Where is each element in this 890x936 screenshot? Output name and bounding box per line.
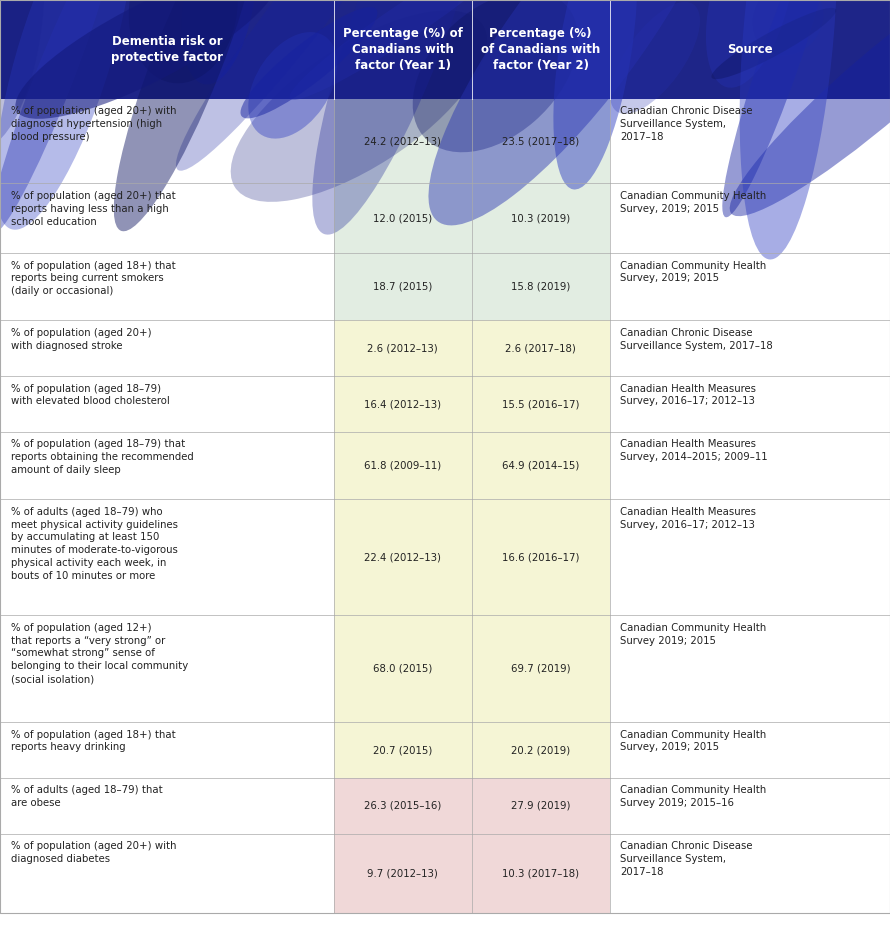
Text: Canadian Community Health
Survey, 2019; 2015: Canadian Community Health Survey, 2019; … [620,730,766,753]
Bar [0,834,334,913]
Text: 16.6 (2016–17): 16.6 (2016–17) [502,552,579,563]
Bar [610,778,890,834]
Text: Canadian Chronic Disease
Surveillance System,
2017–18: Canadian Chronic Disease Surveillance Sy… [620,841,753,877]
Text: % of population (aged 20+) with
diagnosed diabetes: % of population (aged 20+) with diagnose… [11,841,176,864]
Ellipse shape [114,0,262,231]
Ellipse shape [0,0,44,150]
Bar [0,499,334,615]
Bar [610,98,890,183]
Text: % of population (aged 20+) with
diagnosed hypertension (high
blood pressure): % of population (aged 20+) with diagnose… [11,106,176,141]
Bar [610,499,890,615]
Text: Canadian Community Health
Survey 2019; 2015: Canadian Community Health Survey 2019; 2… [620,622,766,646]
Bar [472,834,610,913]
Bar [0,778,334,834]
Text: Canadian Chronic Disease
Surveillance System, 2017–18: Canadian Chronic Disease Surveillance Sy… [620,328,773,351]
Ellipse shape [723,0,837,217]
Ellipse shape [428,0,725,226]
Text: 10.3 (2017–18): 10.3 (2017–18) [502,868,579,878]
Text: % of adults (aged 18–79) who
meet physical activity guidelines
by accumulating a: % of adults (aged 18–79) who meet physic… [11,506,178,580]
Text: Source: Source [727,43,773,56]
Ellipse shape [740,0,837,259]
Ellipse shape [240,7,377,118]
Text: 61.8 (2009–11): 61.8 (2009–11) [364,461,441,471]
Text: % of population (aged 18–79) that
reports obtaining the recommended
amount of da: % of population (aged 18–79) that report… [11,439,193,475]
Ellipse shape [231,10,487,202]
Bar [472,320,610,376]
Bar [334,778,472,834]
Bar [334,376,472,431]
Text: 2.6 (2017–18): 2.6 (2017–18) [506,344,576,353]
Text: 2.6 (2012–13): 2.6 (2012–13) [368,344,438,353]
Bar [0,723,334,778]
Bar [472,431,610,499]
Bar [472,183,610,253]
Ellipse shape [753,0,823,55]
Bar [610,183,890,253]
Bar [334,431,472,499]
Text: Canadian Health Measures
Survey, 2016–17; 2012–13: Canadian Health Measures Survey, 2016–17… [620,506,756,530]
Text: Percentage (%)
of Canadians with
factor (Year 2): Percentage (%) of Canadians with factor … [481,27,600,72]
Text: 20.2 (2019): 20.2 (2019) [511,745,570,755]
Bar [334,183,472,253]
Text: 16.4 (2012–13): 16.4 (2012–13) [364,399,441,409]
Ellipse shape [706,0,795,88]
Bar [472,499,610,615]
Text: 69.7 (2019): 69.7 (2019) [511,664,570,674]
Text: Canadian Health Measures
Survey, 2014–2015; 2009–11: Canadian Health Measures Survey, 2014–20… [620,439,768,462]
Bar [610,431,890,499]
Ellipse shape [413,0,578,153]
Text: 68.0 (2015): 68.0 (2015) [373,664,433,674]
Bar [472,98,610,183]
Ellipse shape [129,0,238,83]
Bar [0,253,334,320]
Text: Dementia risk or
protective factor: Dementia risk or protective factor [111,35,222,64]
Bar [0,615,334,723]
Text: 15.5 (2016–17): 15.5 (2016–17) [502,399,579,409]
Text: % of population (aged 18–79)
with elevated blood cholesterol: % of population (aged 18–79) with elevat… [11,384,169,406]
Bar [610,723,890,778]
Bar [334,98,472,183]
Bar [0,376,334,431]
Bar [0,0,890,98]
Text: 15.8 (2019): 15.8 (2019) [511,282,570,292]
Ellipse shape [711,7,836,80]
Text: 20.7 (2015): 20.7 (2015) [373,745,433,755]
Text: Canadian Health Measures
Survey, 2016–17; 2012–13: Canadian Health Measures Survey, 2016–17… [620,384,756,406]
Bar [610,253,890,320]
Text: % of population (aged 18+) that
reports being current smokers
(daily or occasion: % of population (aged 18+) that reports … [11,260,175,296]
Bar [334,320,472,376]
Text: Canadian Chronic Disease
Surveillance System,
2017–18: Canadian Chronic Disease Surveillance Sy… [620,106,753,141]
Bar [0,183,334,253]
Bar [472,723,610,778]
Text: 64.9 (2014–15): 64.9 (2014–15) [502,461,579,471]
Text: Canadian Community Health
Survey 2019; 2015–16: Canadian Community Health Survey 2019; 2… [620,785,766,808]
Text: 12.0 (2015): 12.0 (2015) [373,213,433,224]
Text: % of adults (aged 18–79) that
are obese: % of adults (aged 18–79) that are obese [11,785,163,808]
Text: % of population (aged 20+) that
reports having less than a high
school education: % of population (aged 20+) that reports … [11,191,175,227]
Text: 18.7 (2015): 18.7 (2015) [373,282,433,292]
Ellipse shape [611,2,700,114]
Bar [0,431,334,499]
Bar [472,253,610,320]
Bar [0,98,334,183]
Text: Percentage (%) of
Canadians with
factor (Year 1): Percentage (%) of Canadians with factor … [343,27,463,72]
Bar [334,253,472,320]
Bar [610,376,890,431]
Bar [334,723,472,778]
Bar [610,320,890,376]
Bar [334,834,472,913]
Ellipse shape [312,0,494,235]
Text: % of population (aged 18+) that
reports heavy drinking: % of population (aged 18+) that reports … [11,730,175,753]
Ellipse shape [248,32,337,139]
Ellipse shape [15,0,278,119]
Bar [472,778,610,834]
Text: % of population (aged 20+)
with diagnosed stroke: % of population (aged 20+) with diagnose… [11,328,151,351]
Ellipse shape [730,0,890,216]
Text: Canadian Community Health
Survey, 2019; 2015: Canadian Community Health Survey, 2019; … [620,260,766,284]
Bar [610,615,890,723]
Bar [610,834,890,913]
Bar [472,615,610,723]
Ellipse shape [554,0,637,189]
Ellipse shape [182,0,256,84]
Text: % of population (aged 12+)
that reports a “very strong” or
“somewhat strong” sen: % of population (aged 12+) that reports … [11,622,188,684]
